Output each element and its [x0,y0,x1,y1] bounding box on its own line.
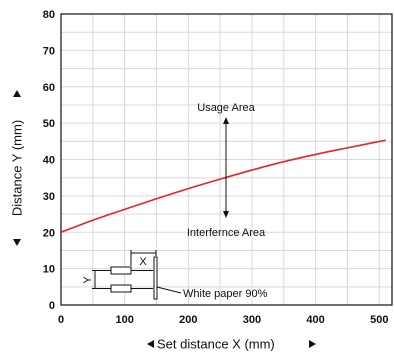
x-tick-label: 400 [306,314,324,326]
y-down-arrow-icon [13,239,21,246]
x-tick-label: 0 [58,314,64,326]
y-marker-label: Y [82,276,94,284]
x-right-arrow-icon [309,340,316,348]
x-axis-label-group: Set distance X (mm) [147,337,316,352]
x-axis-label: Set distance X (mm) [157,337,275,352]
x-tick-label: 200 [179,314,197,326]
y-tick-label: 70 [43,45,55,57]
sensor-receiver-icon [110,284,132,293]
y-tick-label: 60 [43,82,55,94]
y-tick-label: 30 [43,191,55,203]
usage-area-label: Usage Area [197,102,255,114]
series-line [60,139,386,233]
y-tick-label: 0 [49,300,55,312]
y-axis-label: Distance Y (mm) [10,120,25,216]
sensor-emitter-icon [110,266,132,275]
y-tick-label: 80 [43,9,55,21]
y-up-arrow-icon [13,90,21,97]
x-tick-label: 300 [243,314,261,326]
y-axis-label-group: Distance Y (mm) [10,90,25,246]
plot-frame [60,13,393,306]
interference-area-label: Interfernce Area [187,227,266,239]
y-axis-ticks: 0 10 20 30 40 50 60 70 80 [43,9,55,312]
sensor-setup-diagram [92,250,182,300]
white-paper-target-icon [153,256,158,300]
x-axis-ticks: 0 100 200 300 400 500 [58,314,389,326]
x-tick-label: 100 [115,314,133,326]
x-marker-label: X [139,256,147,268]
y-tick-label: 20 [43,227,55,239]
x-tick-label: 500 [370,314,388,326]
y-tick-label: 10 [43,264,55,276]
area-arrow [223,117,229,218]
white-paper-label: White paper 90% [183,288,268,300]
y-tick-label: 50 [43,118,55,130]
y-tick-label: 40 [43,155,55,167]
x-left-arrow-icon [147,340,154,348]
